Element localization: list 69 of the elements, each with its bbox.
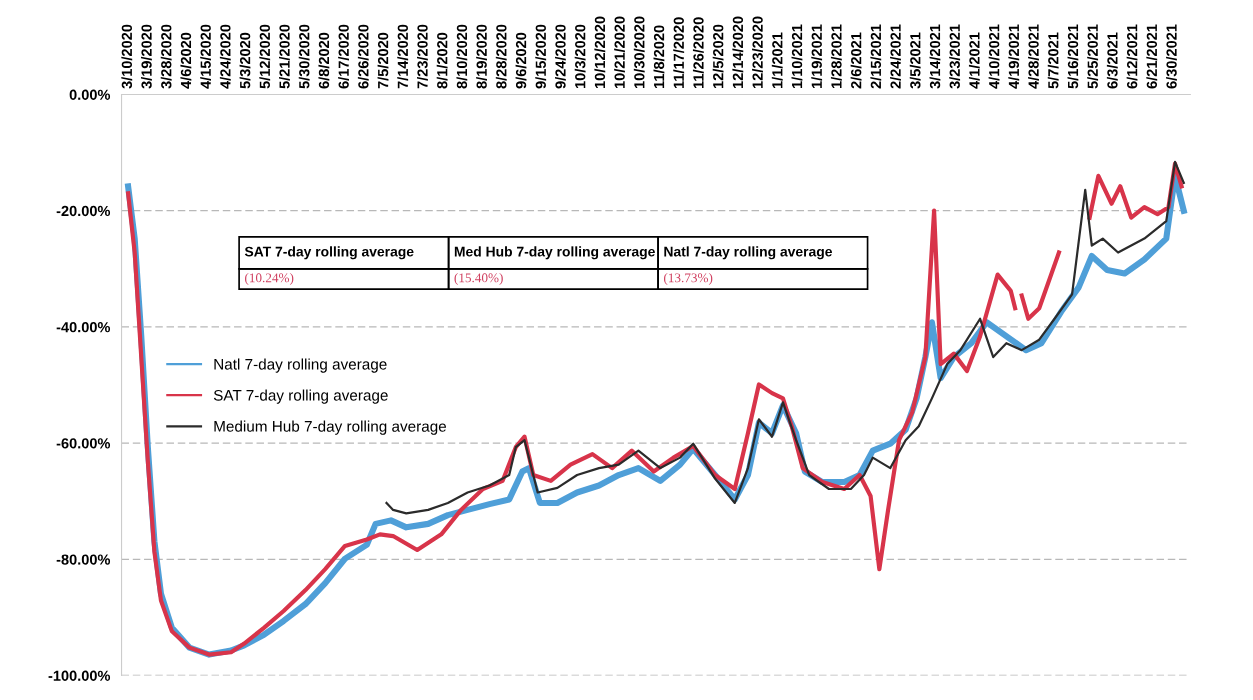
y-tick-label: -80.00%: [56, 554, 111, 565]
x-tick-label: 1/19/2021: [811, 24, 823, 89]
x-tick-label: 6/21/2021: [1146, 24, 1158, 89]
annotation: Natl 7-day rolling average: [664, 246, 832, 260]
x-tick-label: 4/15/2020: [200, 24, 212, 89]
x-tick-label: 3/10/2020: [121, 24, 133, 89]
x-tick-label: 3/19/2020: [141, 24, 152, 89]
x-tick-label: 12/23/2020: [752, 16, 763, 89]
x-tick-label: 8/1/2020: [436, 32, 448, 89]
x-tick-label: 5/30/2020: [298, 24, 310, 89]
x-tick-label: 1/1/2021: [771, 32, 783, 89]
legend-label: Natl 7-day rolling average: [214, 358, 387, 373]
x-tick-label: 3/28/2020: [160, 24, 172, 89]
y-tick-label: -40.00%: [56, 322, 111, 333]
x-tick-label: 9/6/2020: [515, 32, 527, 89]
x-tick-label: 10/12/2020: [594, 16, 606, 89]
x-tick-label: 4/6/2020: [180, 32, 192, 89]
x-tick-label: 10/3/2020: [574, 24, 586, 89]
x-tick-label: 11/26/2020: [692, 17, 704, 89]
x-tick-label: 6/17/2020: [338, 24, 349, 89]
y-tick-label: -60.00%: [56, 438, 111, 449]
x-tick-label: 8/28/2020: [495, 24, 507, 89]
x-tick-label: 8/10/2020: [456, 24, 468, 89]
x-tick-label: 10/30/2020: [633, 16, 645, 89]
legend-label: SAT 7-day rolling average: [213, 389, 388, 404]
x-tick-label: 4/10/2021: [988, 24, 1000, 89]
annotation: (10.24%): [245, 272, 294, 285]
x-tick-label: 5/21/2020: [279, 24, 290, 89]
x-tick-label: 11/17/2020: [673, 17, 685, 89]
x-tick-label: 5/12/2020: [259, 24, 271, 89]
x-tick-label: 5/25/2021: [1087, 24, 1099, 89]
x-tick-label: 2/24/2021: [890, 24, 901, 89]
x-tick-label: 9/15/2020: [535, 24, 547, 89]
annotation: Med Hub 7-day rolling average: [454, 246, 655, 260]
x-tick-label: 11/8/2020: [653, 25, 665, 89]
x-tick-label: 1/28/2021: [830, 24, 842, 89]
x-tick-label: 4/24/2020: [219, 24, 231, 89]
x-tick-label: 8/19/2020: [476, 24, 487, 89]
x-tick-label: 7/23/2020: [416, 24, 428, 89]
legend-label: Medium Hub 7-day rolling average: [214, 420, 447, 435]
x-tick-label: 6/12/2021: [1126, 24, 1138, 89]
x-tick-label: 5/3/2020: [239, 32, 251, 89]
y-tick-label: -100.00%: [48, 670, 111, 681]
x-tick-label: 3/14/2021: [929, 24, 941, 89]
x-tick-label: 6/8/2020: [318, 32, 330, 89]
y-tick-label: -20.00%: [56, 205, 111, 217]
x-tick-label: 6/3/2021: [1106, 32, 1118, 89]
x-tick-label: 1/10/2021: [791, 24, 803, 89]
x-tick-label: 6/26/2020: [357, 24, 369, 89]
x-tick-label: 9/24/2020: [554, 24, 566, 89]
x-tick-label: 12/14/2020: [732, 16, 744, 89]
x-tick-label: 10/21/2020: [614, 16, 625, 89]
x-tick-label: 3/23/2021: [949, 24, 961, 89]
x-tick-label: 3/5/2021: [909, 32, 921, 89]
x-tick-label: 4/19/2021: [1008, 24, 1020, 89]
x-tick-label: 2/15/2021: [870, 24, 882, 89]
x-tick-label: 5/16/2021: [1067, 24, 1079, 89]
y-tick-label: 0.00%: [69, 89, 111, 100]
annotation: (13.73%): [664, 272, 713, 285]
annotation: (15.40%): [454, 272, 503, 285]
x-tick-label: 12/5/2020: [712, 24, 724, 89]
x-tick-label: 2/6/2021: [850, 32, 862, 89]
x-tick-label: 6/30/2021: [1166, 24, 1177, 89]
x-tick-label: 7/14/2020: [397, 24, 409, 89]
x-tick-label: 4/1/2021: [968, 32, 980, 89]
x-tick-label: 4/28/2021: [1028, 24, 1039, 89]
x-tick-label: 5/7/2021: [1047, 32, 1059, 89]
annotation: SAT 7-day rolling average: [244, 246, 414, 260]
x-tick-label: 7/5/2020: [377, 32, 389, 89]
